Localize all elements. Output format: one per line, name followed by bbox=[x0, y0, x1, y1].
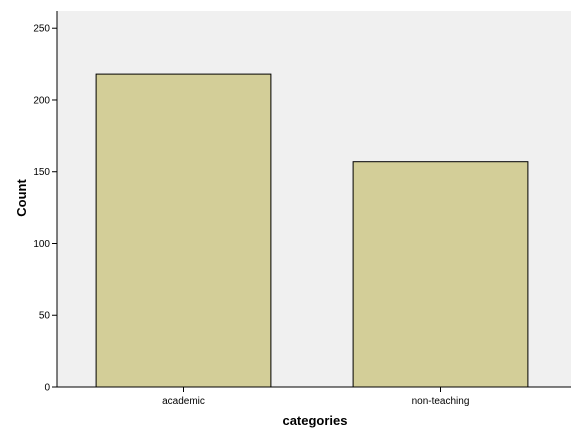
x-tick-label: non-teaching bbox=[412, 396, 470, 407]
y-tick-label: 0 bbox=[44, 383, 50, 394]
axes-group bbox=[52, 11, 571, 392]
y-tick-label: 200 bbox=[33, 95, 50, 106]
x-tick-label: academic bbox=[162, 396, 205, 407]
y-tick-label: 50 bbox=[39, 311, 51, 322]
bar-non-teaching bbox=[352, 161, 529, 388]
y-tick-label: 250 bbox=[33, 24, 50, 35]
bar-academic bbox=[95, 73, 272, 388]
tick-labels-group: 0 50 100 150 200 250 academic non-teaching bbox=[33, 24, 469, 407]
y-tick-label: 100 bbox=[33, 239, 50, 250]
x-axis-title: categories bbox=[282, 413, 347, 428]
bars-group bbox=[95, 73, 529, 388]
y-axis-title: Count bbox=[14, 179, 29, 217]
y-tick-label: 150 bbox=[33, 167, 50, 178]
